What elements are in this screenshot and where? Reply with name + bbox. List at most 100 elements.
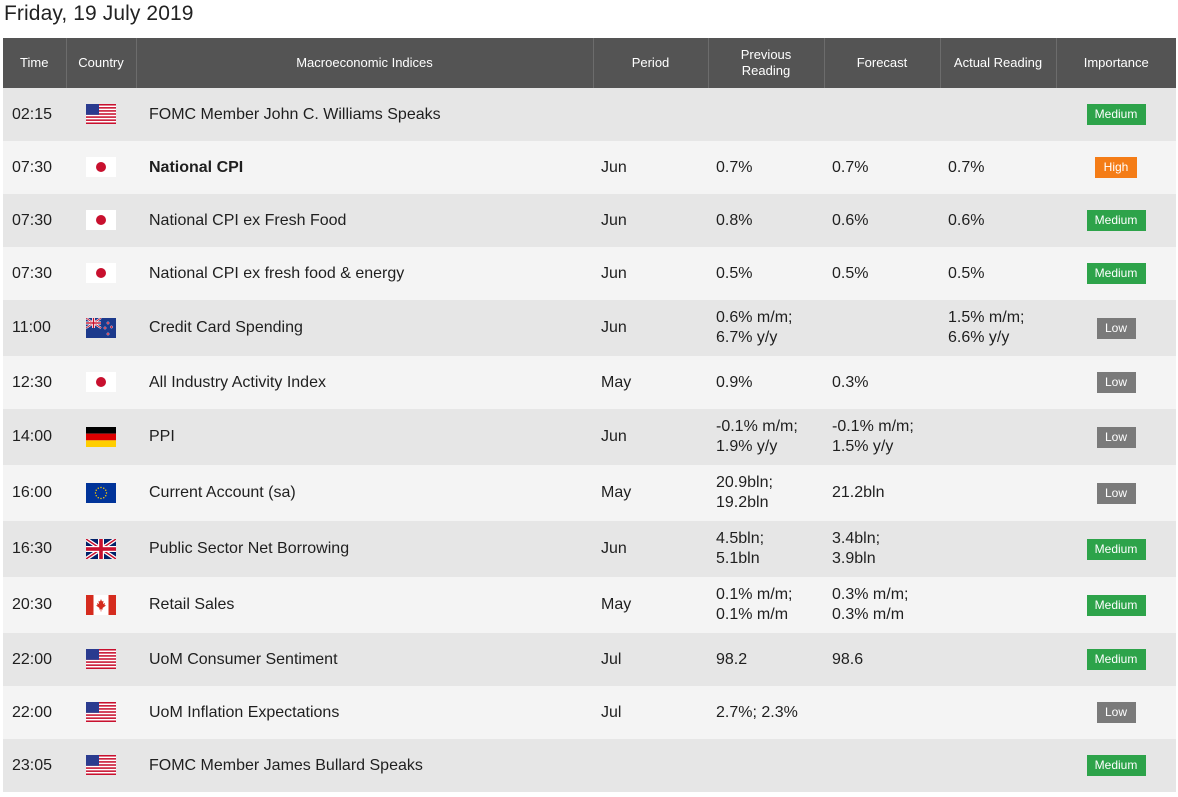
period-cell: May bbox=[593, 577, 708, 633]
indicator-cell: Retail Sales bbox=[136, 577, 593, 633]
forecast-line1: 0.3% m/m; bbox=[832, 586, 909, 603]
forecast-cell bbox=[824, 88, 940, 141]
importance-cell: Medium bbox=[1056, 88, 1176, 141]
country-cell bbox=[66, 300, 136, 356]
header-country[interactable]: Country bbox=[66, 38, 137, 88]
table-row[interactable]: 07:30 National CPI ex fresh food & energ… bbox=[3, 247, 1176, 300]
de-flag-icon bbox=[86, 427, 116, 447]
forecast-cell: 0.6% bbox=[824, 194, 940, 247]
jp-flag-icon bbox=[86, 263, 116, 283]
table-row[interactable]: 02:15 FOMC Member John C. Williams Speak… bbox=[3, 88, 1176, 141]
importance-cell: Medium bbox=[1056, 739, 1176, 792]
actual-cell bbox=[940, 356, 1056, 409]
header-forecast[interactable]: Forecast bbox=[824, 38, 941, 88]
forecast-cell: 0.7% bbox=[824, 141, 940, 194]
header-previous-line2: Reading bbox=[741, 63, 791, 78]
importance-badge: Medium bbox=[1086, 594, 1146, 616]
previous-line1: 0.7% bbox=[716, 158, 753, 176]
forecast-cell bbox=[824, 300, 940, 356]
forecast-line1: 0.6% bbox=[832, 211, 869, 229]
country-cell bbox=[66, 409, 136, 465]
time-cell: 07:30 bbox=[3, 194, 66, 247]
header-time[interactable]: Time bbox=[3, 38, 67, 88]
period-cell: Jun bbox=[593, 194, 708, 247]
indicator-cell: Current Account (sa) bbox=[136, 465, 593, 521]
header-period[interactable]: Period bbox=[593, 38, 709, 88]
period-cell: Jul bbox=[593, 686, 708, 739]
time-cell: 16:30 bbox=[3, 521, 66, 577]
country-cell bbox=[66, 88, 136, 141]
actual-line1: 0.7% bbox=[948, 158, 985, 176]
actual-line1: 0.5% bbox=[948, 264, 985, 282]
header-previous-reading[interactable]: Previous Reading bbox=[708, 38, 825, 88]
time-cell: 16:00 bbox=[3, 465, 66, 521]
forecast-line2: 1.5% y/y bbox=[832, 438, 894, 455]
indicator-cell: National CPI bbox=[136, 141, 593, 194]
table-row[interactable]: 14:00 PPI Jun -0.1% m/m; 1.9% y/y -0.1% m… bbox=[3, 409, 1176, 465]
previous-line2: 5.1bln bbox=[716, 550, 760, 567]
header-indices[interactable]: Macroeconomic Indices bbox=[136, 38, 594, 88]
time-cell: 23:05 bbox=[3, 739, 66, 792]
importance-cell: Low bbox=[1056, 356, 1176, 409]
period-cell: Jun bbox=[593, 300, 708, 356]
country-cell bbox=[66, 521, 136, 577]
table-row[interactable]: 11:00 Credit Card Spending Jun 0.6% m/m;… bbox=[3, 300, 1176, 356]
indicator-cell: Public Sector Net Borrowing bbox=[136, 521, 593, 577]
country-cell bbox=[66, 356, 136, 409]
indicator-cell: UoM Consumer Sentiment bbox=[136, 633, 593, 686]
nz-flag-icon bbox=[86, 318, 116, 338]
table-row[interactable]: 20:30 Retail Sales May 0.1% m/m; 0.1% m/m… bbox=[3, 577, 1176, 633]
forecast-line1: 98.6 bbox=[832, 650, 864, 668]
actual-line1: 0.6% bbox=[948, 211, 985, 229]
previous-line2: 1.9% y/y bbox=[716, 438, 778, 455]
period-cell: Jul bbox=[593, 633, 708, 686]
forecast-cell bbox=[824, 686, 940, 739]
table-row[interactable]: 22:00 UoM Consumer Sentiment Jul 98.2 98… bbox=[3, 633, 1176, 686]
header-importance[interactable]: Importance bbox=[1056, 38, 1176, 88]
economic-calendar-table: Time Country Macroeconomic Indices Perio… bbox=[3, 38, 1176, 792]
time-cell: 22:00 bbox=[3, 633, 66, 686]
us-flag-icon bbox=[86, 702, 116, 722]
actual-cell bbox=[940, 409, 1056, 465]
actual-cell bbox=[940, 633, 1056, 686]
time-cell: 14:00 bbox=[3, 409, 66, 465]
previous-line1: 98.2 bbox=[716, 650, 748, 668]
importance-badge: Medium bbox=[1086, 263, 1146, 284]
previous-line2: 6.7% y/y bbox=[716, 329, 778, 346]
forecast-cell: 3.4bln; 3.9bln bbox=[824, 521, 940, 577]
table-row[interactable]: 16:00 Current Account (sa) May 20.9bln; 1… bbox=[3, 465, 1176, 521]
importance-cell: Low bbox=[1056, 465, 1176, 521]
country-cell bbox=[66, 194, 136, 247]
importance-badge: High bbox=[1095, 157, 1137, 178]
forecast-line1: 0.7% bbox=[832, 158, 869, 176]
uk-flag-icon bbox=[86, 539, 116, 559]
previous-line1: 0.5% bbox=[716, 264, 753, 282]
previous-line2: 0.1% m/m bbox=[716, 606, 789, 623]
period-cell: May bbox=[593, 465, 708, 521]
country-cell bbox=[66, 577, 136, 633]
jp-flag-icon bbox=[86, 157, 116, 177]
actual-cell: 0.5% bbox=[940, 247, 1056, 300]
table-row[interactable]: 07:30 National CPI ex Fresh Food Jun 0.8… bbox=[3, 194, 1176, 247]
table-row[interactable]: 16:30 Public Sector Net Borrowing Jun 4.… bbox=[3, 521, 1176, 577]
importance-cell: Low bbox=[1056, 686, 1176, 739]
ca-flag-icon bbox=[86, 595, 116, 615]
table-row[interactable]: 22:00 UoM Inflation Expectations Jul 2.7… bbox=[3, 686, 1176, 739]
table-body: 02:15 FOMC Member John C. Williams Speak… bbox=[3, 88, 1176, 792]
previous-cell: 98.2 bbox=[708, 633, 824, 686]
previous-line1: 0.8% bbox=[716, 211, 753, 229]
previous-cell: 2.7%; 2.3% bbox=[708, 686, 824, 739]
importance-badge: Low bbox=[1096, 317, 1136, 339]
country-cell bbox=[66, 633, 136, 686]
table-row[interactable]: 07:30 National CPI Jun 0.7% 0.7% 0.7% Hi… bbox=[3, 141, 1176, 194]
previous-line1: 0.9% bbox=[716, 373, 753, 391]
importance-badge: Low bbox=[1096, 372, 1136, 393]
header-previous-line1: Previous bbox=[740, 47, 792, 62]
time-cell: 02:15 bbox=[3, 88, 66, 141]
importance-badge: Medium bbox=[1086, 210, 1146, 231]
indicator-cell: FOMC Member John C. Williams Speaks bbox=[136, 88, 593, 141]
forecast-cell: 21.2bln bbox=[824, 465, 940, 521]
table-row[interactable]: 23:05 FOMC Member James Bullard Speaks M… bbox=[3, 739, 1176, 792]
table-row[interactable]: 12:30 All Industry Activity Index May 0.… bbox=[3, 356, 1176, 409]
header-actual-reading[interactable]: Actual Reading bbox=[940, 38, 1057, 88]
